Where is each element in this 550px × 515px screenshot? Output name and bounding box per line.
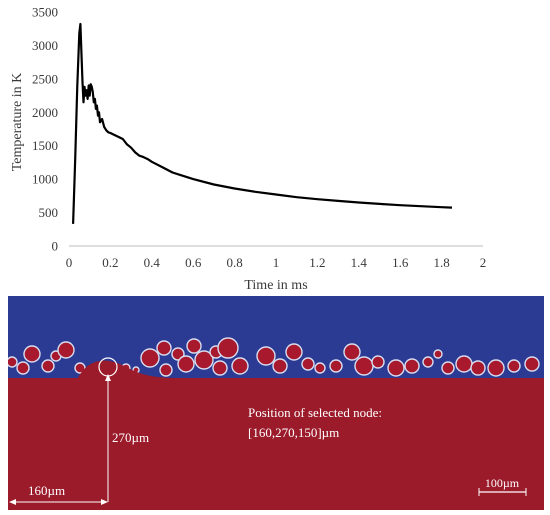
y-axis-title: Temperature in K bbox=[10, 73, 25, 172]
powder-particle bbox=[256, 346, 276, 366]
x-tick-labels: 0 0.2 0.4 0.6 0.8 1 1.2 1.4 1.6 1.8 2 bbox=[66, 255, 487, 270]
powder-particle bbox=[16, 361, 30, 375]
y-tick-label: 500 bbox=[39, 205, 59, 220]
powder-particle bbox=[41, 359, 55, 373]
powder-particle bbox=[57, 341, 75, 359]
temperature-series-line bbox=[72, 22, 453, 224]
powder-particle bbox=[507, 359, 521, 373]
width-arrow-head-left bbox=[9, 499, 16, 505]
height-label: 270µm bbox=[112, 430, 149, 445]
powder-particle bbox=[74, 362, 86, 374]
scale-bar-label: 100µm bbox=[485, 476, 520, 490]
powder-particle bbox=[387, 359, 405, 377]
powder-particle bbox=[186, 338, 202, 354]
powder-particle bbox=[177, 355, 195, 373]
height-arrow-head bbox=[105, 374, 111, 381]
y-tick-labels: 0 500 1000 1500 2000 2500 3000 3500 bbox=[32, 5, 58, 254]
powder-particle bbox=[159, 363, 173, 377]
powder-particle bbox=[524, 356, 540, 372]
x-tick-label: 0.2 bbox=[102, 255, 118, 270]
powder-particle bbox=[212, 360, 228, 376]
powder-particle bbox=[8, 356, 18, 368]
powder-particle bbox=[329, 359, 343, 373]
powder-particle bbox=[371, 355, 385, 369]
metal-substrate bbox=[8, 360, 544, 510]
width-arrow-head-right bbox=[101, 499, 108, 505]
y-tick-label: 3000 bbox=[32, 38, 58, 53]
x-tick-label: 1.8 bbox=[433, 255, 449, 270]
y-tick-label: 2500 bbox=[32, 71, 58, 86]
powder-particle bbox=[285, 343, 303, 361]
powder-particle bbox=[217, 337, 239, 359]
powder-particle bbox=[301, 357, 315, 371]
powder-particle bbox=[272, 358, 288, 374]
powder-particle bbox=[354, 356, 374, 376]
x-tick-label: 0.4 bbox=[144, 255, 161, 270]
powder-particle bbox=[455, 355, 473, 373]
powder-particle bbox=[140, 348, 160, 368]
x-axis-title: Time in ms bbox=[244, 278, 307, 293]
powder-particle bbox=[441, 361, 455, 375]
powder-particle bbox=[433, 349, 443, 359]
node-position-title: Position of selected node: bbox=[248, 405, 382, 420]
powder-particle bbox=[422, 356, 434, 368]
x-tick-label: 1.2 bbox=[309, 255, 325, 270]
simulation-image: 270µm 160µm Position of selected node: [… bbox=[8, 296, 544, 510]
powder-particle bbox=[343, 343, 361, 361]
x-tick-label: 0.6 bbox=[185, 255, 202, 270]
width-label: 160µm bbox=[28, 483, 65, 498]
powder-particle bbox=[23, 345, 41, 363]
powder-particle bbox=[487, 359, 505, 377]
y-tick-label: 1000 bbox=[32, 172, 58, 187]
x-tick-label: 0 bbox=[66, 255, 73, 270]
y-tick-label: 3500 bbox=[32, 5, 58, 20]
x-tick-label: 1.6 bbox=[392, 255, 409, 270]
node-position-value: [160,270,150]µm bbox=[248, 425, 339, 440]
x-tick-label: 0.8 bbox=[226, 255, 242, 270]
x-tick-label: 1 bbox=[273, 255, 280, 270]
powder-particle bbox=[404, 358, 420, 374]
powder-particle bbox=[470, 360, 486, 376]
y-tick-label: 2000 bbox=[32, 105, 58, 120]
y-tick-label: 0 bbox=[52, 239, 59, 254]
powder-particle bbox=[231, 357, 249, 375]
y-tick-label: 1500 bbox=[32, 138, 58, 153]
x-tick-label: 2 bbox=[480, 255, 487, 270]
powder-particle bbox=[156, 340, 172, 356]
x-tick-label: 1.4 bbox=[351, 255, 368, 270]
powder-particle bbox=[194, 350, 214, 370]
powder-particle bbox=[314, 362, 326, 374]
